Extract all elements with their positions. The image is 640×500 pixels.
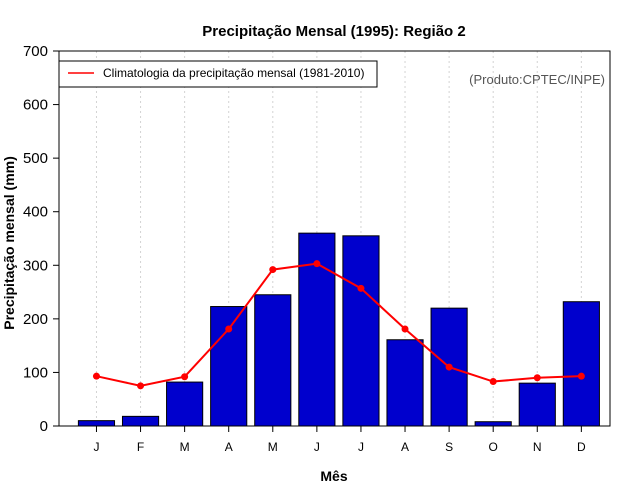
bar-j-6 <box>342 235 380 427</box>
legend-label: Climatologia da precipitação mensal (198… <box>103 66 364 80</box>
x-tick-label: J <box>314 440 320 454</box>
climatology-point <box>269 266 277 274</box>
x-tick-label: O <box>489 440 498 454</box>
x-tick-label: D <box>577 440 586 454</box>
climatology-point <box>181 373 189 381</box>
credit-annotation: (Produto:CPTEC/INPE) <box>469 72 605 87</box>
bar-d-11 <box>562 301 600 427</box>
bar-n-10 <box>518 382 556 427</box>
x-tick-label: F <box>137 440 144 454</box>
x-tick-label: N <box>533 440 542 454</box>
y-tick-label: 300 <box>23 257 48 274</box>
y-tick-label: 500 <box>23 150 48 167</box>
bar-j-0 <box>77 420 116 427</box>
x-tick-label: A <box>225 440 233 454</box>
y-tick-label: 400 <box>23 204 48 221</box>
x-tick-label: M <box>268 440 278 454</box>
climatology-point <box>445 363 453 371</box>
x-tick-label: J <box>358 440 364 454</box>
climatology-series-line <box>96 262 582 387</box>
climatology-point <box>137 382 145 390</box>
climatology-point <box>225 325 233 333</box>
bar-m-4 <box>254 294 292 427</box>
y-tick-label: 700 <box>23 43 48 60</box>
legend: Climatologia da precipitação mensal (198… <box>58 60 378 88</box>
climatology-point <box>92 372 100 380</box>
climatology-point <box>357 284 365 292</box>
climatology-point <box>313 260 321 268</box>
x-tick-label: J <box>93 440 99 454</box>
x-tick-label: S <box>445 440 453 454</box>
y-axis: 0 100 200 300 400 500 600 700 <box>23 43 60 435</box>
legend-box <box>58 60 378 88</box>
plot-frame <box>58 50 611 427</box>
climatology-point <box>401 325 409 333</box>
chart-title: Precipitação Mensal (1995): Região 2 <box>202 23 465 40</box>
climatology-point <box>577 372 585 380</box>
climatology-line <box>92 260 585 390</box>
bar-o-9 <box>474 421 512 427</box>
y-tick-label: 0 <box>40 418 48 435</box>
climatology-point <box>533 374 541 382</box>
bar-a-7 <box>386 339 424 427</box>
x-tick-label: M <box>180 440 190 454</box>
y-tick-label: 200 <box>23 311 48 328</box>
y-tick-label: 600 <box>23 97 48 114</box>
bar-m-2 <box>166 381 204 427</box>
x-tick-label: A <box>401 440 409 454</box>
x-axis-label: Mês <box>320 468 347 484</box>
y-axis-label: Precipitação mensal (mm) <box>1 156 17 330</box>
y-tick-label: 100 <box>23 364 48 381</box>
bars <box>77 232 600 427</box>
bar-f-1 <box>121 415 160 427</box>
bar-a-3 <box>210 306 248 427</box>
climatology-point <box>489 378 497 386</box>
